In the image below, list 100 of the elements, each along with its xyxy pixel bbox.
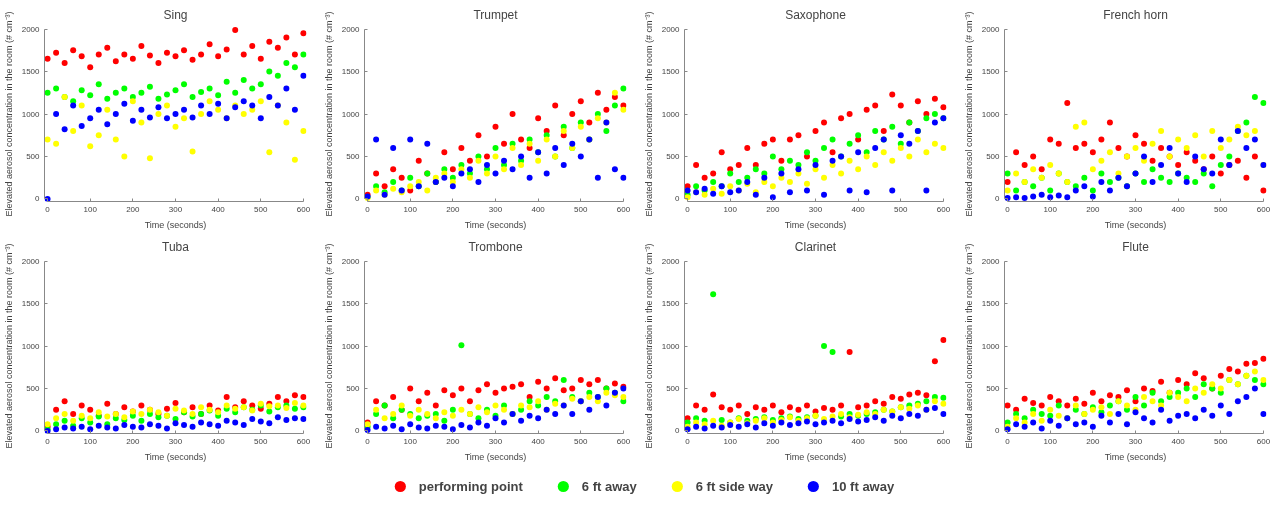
y-tick-label: 1500 (981, 67, 1001, 77)
y-tick-label: 1000 (21, 341, 41, 351)
y-tick-label: 2000 (341, 256, 361, 266)
y-tick-label: 500 (26, 151, 41, 161)
legend-label: 6 ft side way (695, 478, 774, 494)
y-axis-title: Elevated aerosol concentration in the room (# cm⁻³) (963, 11, 974, 217)
y-tick-label: 0 (35, 426, 41, 436)
x-tick-label: 200 (446, 436, 461, 446)
x-tick-label: 100 (403, 204, 418, 214)
x-tick-label: 200 (1086, 204, 1101, 214)
x-tick-label: 400 (211, 204, 226, 214)
y-tick-label: 2000 (981, 24, 1001, 34)
x-tick-label: 0 (45, 436, 51, 446)
y-tick-label: 0 (35, 194, 41, 204)
x-axis-title: Time (seconds) (784, 451, 847, 462)
x-tick-label: 300 (168, 436, 183, 446)
x-axis-title: Time (seconds) (464, 451, 527, 462)
y-tick-label: 2000 (661, 256, 681, 266)
x-tick-label: 300 (808, 204, 823, 214)
chart-title: Flute (1122, 239, 1150, 254)
legend-label: 6 ft away (581, 478, 637, 494)
y-tick-label: 1500 (661, 299, 681, 309)
y-tick-label: 1500 (341, 299, 361, 309)
chart-title: French horn (1103, 7, 1168, 22)
x-tick-label: 300 (488, 436, 503, 446)
y-tick-label: 1000 (981, 109, 1001, 119)
x-tick-label: 300 (808, 436, 823, 446)
x-tick-label: 100 (403, 436, 418, 446)
x-tick-label: 0 (1005, 436, 1011, 446)
x-tick-label: 600 (296, 436, 311, 446)
x-tick-label: 300 (1128, 204, 1143, 214)
x-tick-label: 200 (766, 436, 781, 446)
y-axis-title: Elevated aerosol concentration in the room (# cm⁻³) (323, 11, 334, 217)
x-tick-label: 200 (446, 204, 461, 214)
x-tick-label: 100 (83, 204, 98, 214)
x-tick-label: 0 (365, 204, 371, 214)
x-tick-label: 300 (1128, 436, 1143, 446)
y-axis-title: Elevated aerosol concentration in the room (# cm⁻³) (963, 243, 974, 449)
x-axis-title: Time (seconds) (464, 219, 527, 230)
y-tick-label: 1000 (661, 109, 681, 119)
y-tick-label: 1000 (981, 341, 1001, 351)
y-axis-title: Elevated aerosol concentration in the room (# cm⁻³) (643, 243, 654, 449)
x-tick-label: 400 (851, 436, 866, 446)
y-axis-title: Elevated aerosol concentration in the room (# cm⁻³) (3, 243, 14, 449)
y-tick-label: 1500 (661, 67, 681, 77)
x-axis-title: Time (seconds) (144, 451, 207, 462)
x-tick-label: 500 (254, 436, 269, 446)
x-tick-label: 500 (894, 436, 909, 446)
y-tick-label: 1000 (661, 341, 681, 351)
y-tick-label: 2000 (21, 24, 41, 34)
x-tick-label: 400 (531, 436, 546, 446)
x-tick-label: 200 (126, 204, 141, 214)
x-tick-label: 500 (1214, 436, 1229, 446)
x-axis-title: Time (seconds) (784, 219, 847, 230)
y-tick-label: 2000 (21, 256, 41, 266)
x-tick-label: 400 (211, 436, 226, 446)
x-tick-label: 100 (723, 436, 738, 446)
x-tick-label: 0 (45, 204, 51, 214)
y-tick-label: 500 (666, 383, 681, 393)
x-tick-label: 100 (1043, 436, 1058, 446)
x-tick-label: 500 (254, 204, 269, 214)
y-tick-label: 500 (26, 383, 41, 393)
y-axis-title: Elevated aerosol concentration in the room (# cm⁻³) (323, 243, 334, 449)
x-tick-label: 200 (766, 204, 781, 214)
x-axis-title: Time (seconds) (1104, 219, 1167, 230)
x-tick-label: 0 (1005, 204, 1011, 214)
x-tick-label: 300 (488, 204, 503, 214)
y-tick-label: 1500 (21, 299, 41, 309)
y-tick-label: 2000 (341, 24, 361, 34)
y-axis-title: Elevated aerosol concentration in the room (# cm⁻³) (3, 11, 14, 217)
y-tick-label: 2000 (981, 256, 1001, 266)
x-axis-title: Time (seconds) (144, 219, 207, 230)
y-tick-label: 500 (986, 151, 1001, 161)
x-tick-label: 0 (685, 204, 691, 214)
chart-title: Saxophone (785, 7, 847, 22)
x-tick-label: 600 (1256, 204, 1271, 214)
y-tick-label: 2000 (661, 24, 681, 34)
x-tick-label: 600 (936, 436, 951, 446)
y-tick-label: 1000 (341, 109, 361, 119)
y-tick-label: 500 (986, 383, 1001, 393)
x-tick-label: 500 (894, 204, 909, 214)
x-tick-label: 400 (1171, 204, 1186, 214)
x-tick-label: 600 (936, 204, 951, 214)
chart-title: Sing (163, 7, 188, 22)
x-tick-label: 400 (1171, 436, 1186, 446)
x-tick-label: 100 (723, 204, 738, 214)
y-tick-label: 500 (346, 383, 361, 393)
x-tick-label: 500 (574, 436, 589, 446)
x-axis-title: Time (seconds) (1104, 451, 1167, 462)
x-tick-label: 500 (1214, 204, 1229, 214)
x-tick-label: 600 (616, 436, 631, 446)
chart-title: Tuba (162, 239, 190, 254)
x-tick-label: 600 (616, 204, 631, 214)
x-tick-label: 600 (1256, 436, 1271, 446)
y-axis-title: Elevated aerosol concentration in the room (# cm⁻³) (643, 11, 654, 217)
y-tick-label: 0 (675, 426, 681, 436)
legend-label: performing point (418, 478, 523, 494)
x-tick-label: 100 (1043, 204, 1058, 214)
x-tick-label: 0 (365, 436, 371, 446)
x-tick-label: 200 (126, 436, 141, 446)
